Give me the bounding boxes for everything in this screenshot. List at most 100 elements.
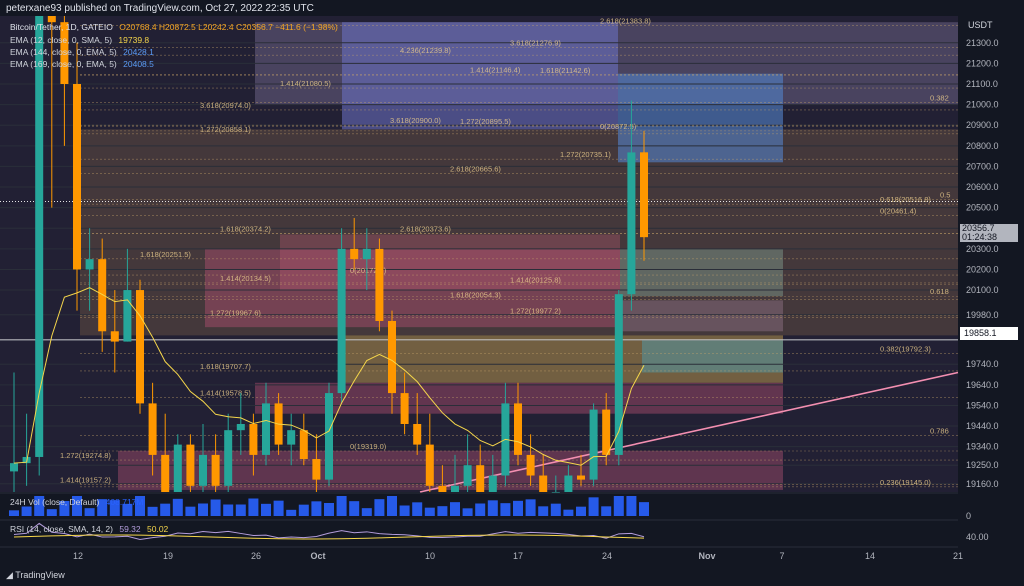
volume-bar xyxy=(298,504,309,516)
publisher-header: peterxane93 published on TradingView.com… xyxy=(6,3,314,14)
volume-bar xyxy=(235,504,246,516)
rsi-pane: 40.00 xyxy=(0,519,989,548)
price-tick-label: 21000.0 xyxy=(966,100,999,110)
legend-ema-169: EMA (169, close, 0, EMA, 5) 20408.5 xyxy=(10,59,154,69)
candle-body xyxy=(438,485,447,492)
last-price: 20356.7 xyxy=(962,223,995,233)
tradingview-logo: ◢ TradingView xyxy=(6,570,65,581)
volume-bar xyxy=(336,496,347,516)
price-tick-label: 21100.0 xyxy=(966,79,998,89)
candle-body xyxy=(375,248,384,321)
rsi-label: RSI (14, close, SMA, 14, 2) xyxy=(10,524,113,534)
volume-bar xyxy=(387,496,397,516)
volume-bar xyxy=(160,503,171,516)
fib-label: 0.5 xyxy=(940,190,950,199)
volume-bar xyxy=(475,503,486,516)
volume-bar xyxy=(286,509,297,516)
volume-bar xyxy=(21,506,32,516)
ema-12-value: 19739.8 xyxy=(118,35,150,45)
fib-label: 0.382 xyxy=(930,94,949,103)
candle-body xyxy=(299,430,308,460)
price-tick-label: 21200.0 xyxy=(966,58,999,68)
volume-axis-zero: 0 xyxy=(966,511,971,521)
fib-label: 1.414(19157.2) xyxy=(60,475,111,484)
price-tick-label: 19250.0 xyxy=(966,460,999,470)
volume-bar xyxy=(538,506,549,516)
price-tick-label: 19340.0 xyxy=(966,442,999,452)
time-tick-label: Nov xyxy=(698,551,715,561)
ohlc-values: O20768.4 H20872.5 L20242.4 C20356.7 −411… xyxy=(119,22,338,32)
candle-body xyxy=(463,465,472,486)
candle-body xyxy=(602,409,611,455)
candle-body xyxy=(110,331,119,342)
volume-legend: 24H Vol (close, Default) 408.717M xyxy=(10,497,143,507)
volume-bar xyxy=(374,499,385,516)
candle-body xyxy=(413,424,422,445)
volume-bar xyxy=(500,503,511,516)
volume-bar xyxy=(613,496,624,516)
candle-body xyxy=(10,463,18,472)
candle-body xyxy=(47,16,56,23)
fib-label: 3.618(20900.0) xyxy=(390,116,441,125)
fib-label: 1.618(21142.6) xyxy=(540,66,591,75)
time-tick-label: 24 xyxy=(602,551,612,561)
legend-ema-12: EMA (12, close, 0, SMA, 5) 19739.8 xyxy=(10,35,149,45)
volume-bar xyxy=(147,506,158,516)
rsi-value-2: 50.02 xyxy=(147,524,169,534)
fib-label: 1.272(20858.1) xyxy=(200,125,251,134)
volume-bar xyxy=(273,500,284,516)
fib-label: 1.414(19578.5) xyxy=(200,389,251,398)
candle-body xyxy=(564,475,573,492)
candle-body xyxy=(526,454,535,476)
countdown: 01:24:38 xyxy=(962,232,998,242)
ema-169-label: EMA (169, close, 0, EMA, 5) xyxy=(10,59,117,69)
candle-body xyxy=(236,424,245,431)
price-tick-label: 20800.0 xyxy=(966,141,999,151)
tradingview-icon: ◢ xyxy=(6,570,16,580)
rsi-value-1: 59.32 xyxy=(119,524,141,534)
candlestick-chart[interactable]: 2.618(21383.8) 3.618(21276.9) 4.236(21239.… xyxy=(0,16,1024,570)
price-tick-label: 20600.0 xyxy=(966,182,999,192)
footer-brand: TradingView xyxy=(15,570,65,580)
candle-body xyxy=(614,294,623,455)
fib-zone-5 xyxy=(280,234,620,291)
fib-label: 1.272(19967.6) xyxy=(210,308,261,317)
volume-bar xyxy=(601,506,612,516)
fib-label: 1.618(20251.5) xyxy=(140,250,191,259)
candle-body xyxy=(350,248,359,260)
time-tick-label: 17 xyxy=(513,551,523,561)
volume-bar xyxy=(639,502,649,516)
volume-bar xyxy=(248,498,259,516)
volume-bar xyxy=(109,500,120,516)
candle-body xyxy=(514,403,522,455)
rsi-ma-line xyxy=(13,534,645,540)
fib-zone-7 xyxy=(620,300,783,332)
price-tick-label: 19980.0 xyxy=(966,310,999,320)
candle-body xyxy=(85,259,94,270)
ema-144-label: EMA (144, close, 0, EMA, 5) xyxy=(10,47,117,57)
candle-body xyxy=(400,393,409,424)
candle-body xyxy=(199,454,207,486)
volume-bar xyxy=(46,509,57,516)
volume-bar xyxy=(223,504,234,516)
time-tick-label: 12 xyxy=(73,551,83,561)
fib-label: 1.272(19977.2) xyxy=(510,306,561,315)
volume-bar xyxy=(59,501,70,516)
volume-bar xyxy=(626,496,637,516)
candle-body xyxy=(337,248,346,394)
candle-body xyxy=(161,454,170,492)
fib-label: 0.236(19145.0) xyxy=(880,478,931,487)
candle-body xyxy=(425,444,434,486)
volume-bar xyxy=(437,506,448,516)
mark-price-tag: 19858.1 xyxy=(960,327,1018,340)
ema-12-line xyxy=(13,287,645,466)
ema-169-value: 20408.5 xyxy=(123,59,154,69)
candle-body xyxy=(362,248,371,260)
candle-body xyxy=(577,475,585,480)
candle-body xyxy=(186,444,195,486)
price-tick-label: 20300.0 xyxy=(966,244,999,254)
price-tick-label: 20100.0 xyxy=(966,285,999,295)
candle-body xyxy=(589,409,598,480)
fib-label: 1.272(19274.8) xyxy=(60,451,111,460)
time-tick-label: 19 xyxy=(163,551,173,561)
